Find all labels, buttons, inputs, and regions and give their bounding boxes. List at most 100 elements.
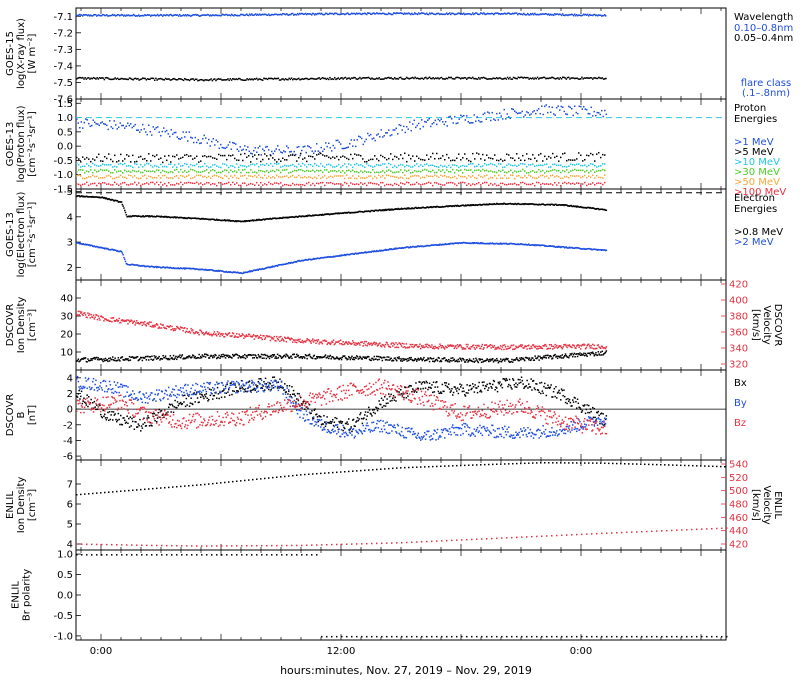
data-point [435, 13, 437, 16]
data-point [564, 204, 567, 206]
data-point [379, 78, 382, 80]
data-point [293, 261, 296, 263]
data-point [538, 244, 540, 246]
data-point [566, 166, 568, 168]
data-point [342, 184, 344, 186]
data-point [190, 217, 192, 220]
data-point [429, 12, 431, 14]
data-point [91, 359, 93, 362]
data-point [80, 77, 83, 79]
data-point [252, 357, 254, 359]
data-point [389, 134, 391, 137]
data-point [172, 184, 174, 186]
data-point [487, 111, 489, 113]
data-point [237, 220, 240, 222]
data-point [196, 356, 199, 359]
data-point [472, 76, 474, 79]
data-point [536, 160, 538, 162]
data-point [472, 204, 474, 206]
data-point [323, 77, 325, 80]
data-point [240, 184, 242, 187]
data-point [479, 203, 481, 206]
data-point [148, 183, 150, 185]
data-point [542, 113, 544, 116]
data-point [324, 175, 326, 177]
data-point [551, 76, 553, 79]
data-point [328, 171, 330, 173]
data-point [106, 175, 108, 177]
data-point [494, 174, 496, 177]
data-point [356, 78, 359, 80]
data-point [270, 354, 272, 357]
data-point [526, 13, 528, 16]
data-point [560, 171, 562, 174]
data-point [242, 220, 244, 223]
data-point [488, 163, 490, 166]
data-point [366, 210, 368, 213]
data-point [356, 355, 358, 357]
data-point [356, 177, 358, 180]
data-point [256, 268, 259, 271]
data-point [510, 242, 512, 245]
data-point [220, 78, 222, 80]
data-point [248, 175, 250, 177]
data-point [296, 166, 298, 168]
data-point [468, 13, 470, 15]
data-point [425, 359, 428, 361]
data-point [108, 174, 110, 177]
data-point [416, 360, 418, 362]
data-point [564, 170, 566, 173]
data-point [256, 77, 258, 80]
data-point [86, 177, 88, 179]
data-point [180, 267, 183, 270]
data-point [260, 164, 262, 166]
data-point [354, 163, 356, 166]
data-point [382, 356, 384, 359]
data-point [378, 171, 380, 174]
data-point [400, 358, 403, 360]
data-point [420, 164, 422, 166]
data-point [347, 12, 349, 14]
data-point [269, 266, 272, 269]
data-point [400, 360, 402, 362]
data-point [457, 122, 459, 124]
data-point [601, 208, 604, 210]
data-point [138, 170, 140, 172]
data-point [211, 355, 213, 357]
data-point [394, 155, 396, 158]
data-point [602, 163, 604, 165]
data-point [134, 14, 136, 17]
data-point [521, 13, 523, 15]
data-point [297, 12, 299, 15]
data-point [582, 14, 584, 17]
data-point [446, 205, 448, 207]
data-point [112, 177, 114, 180]
data-point [100, 246, 102, 249]
data-point [190, 15, 192, 17]
data-point [403, 125, 405, 128]
data-point [94, 175, 96, 178]
data-point [371, 77, 373, 79]
data-point [535, 77, 538, 80]
data-point [393, 208, 396, 210]
data-point [149, 356, 152, 358]
data-point [154, 155, 156, 158]
data-point [123, 207, 125, 209]
data-point [244, 271, 246, 274]
data-point [260, 169, 262, 172]
data-point [567, 205, 569, 207]
data-point [281, 263, 284, 266]
data-point [298, 356, 300, 359]
data-point [277, 77, 280, 80]
data-point [304, 184, 306, 187]
data-point [174, 14, 176, 16]
data-point [269, 355, 272, 358]
data-point [501, 203, 504, 205]
data-point [249, 270, 252, 273]
data-point [548, 105, 550, 108]
data-point [586, 248, 588, 250]
data-point [126, 170, 128, 173]
data-point [184, 176, 186, 179]
data-point [151, 14, 153, 17]
data-point [118, 201, 120, 203]
